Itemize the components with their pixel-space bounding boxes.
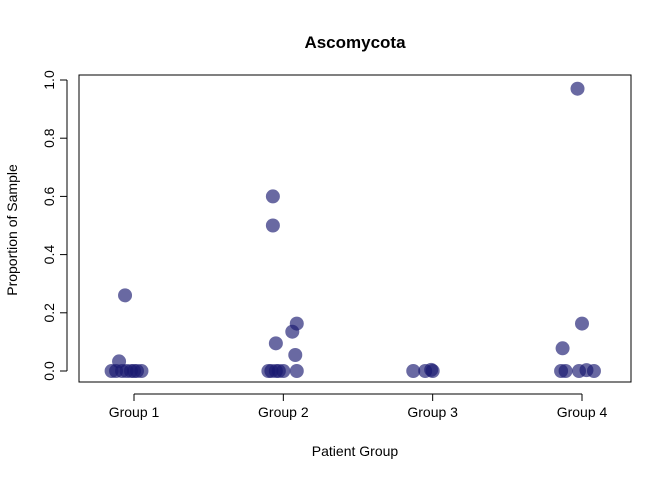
y-tick-label: 0.2: [41, 303, 57, 323]
x-tick-label: Group 4: [557, 404, 608, 420]
data-point: [555, 341, 570, 356]
chart-title: Ascomycota: [304, 33, 406, 52]
data-point: [425, 364, 440, 378]
data-point: [570, 81, 585, 96]
plot-area: [78, 74, 632, 383]
data-point: [265, 218, 280, 233]
data-point: [288, 347, 303, 362]
y-tick-label: 0.8: [41, 128, 57, 148]
x-tick-label: Group 1: [109, 404, 160, 420]
data-point: [406, 364, 421, 378]
x-tick-label: Group 3: [407, 404, 458, 420]
data-point: [289, 364, 304, 378]
x-axis: Group 1 Group 2 Group 3 Group 4: [109, 393, 608, 420]
y-tick-label: 1.0: [41, 70, 57, 90]
data-point: [575, 316, 589, 331]
data-point: [586, 364, 601, 378]
x-axis-label: Patient Group: [312, 443, 399, 459]
data-point: [118, 288, 133, 303]
y-tick-label: 0.0: [41, 361, 57, 381]
data-point: [134, 364, 149, 378]
data-point: [276, 364, 291, 378]
data-point: [268, 336, 283, 351]
x-tick-label: Group 2: [258, 404, 309, 420]
y-tick-label: 0.4: [41, 245, 57, 265]
y-axis: 0.0 0.2 0.4 0.6 0.8 1.0: [41, 70, 68, 381]
y-axis-label: Proportion of Sample: [4, 164, 20, 296]
y-tick-label: 0.6: [41, 186, 57, 206]
data-point: [265, 189, 280, 204]
data-point: [289, 316, 304, 331]
data-points: [104, 81, 601, 378]
data-point: [558, 364, 573, 378]
